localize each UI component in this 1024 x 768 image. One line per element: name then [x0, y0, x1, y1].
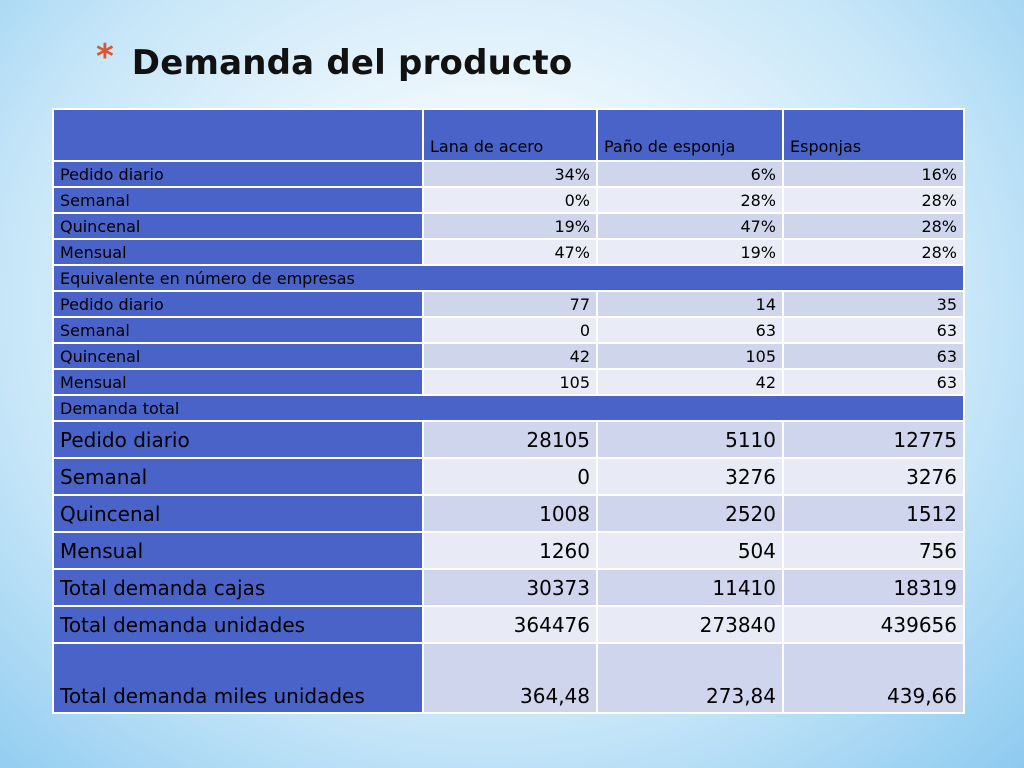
cell-value: 105 [596, 342, 784, 370]
asterisk-bullet-icon: * [96, 37, 114, 77]
cell-value: 63 [782, 316, 965, 344]
cell-value: 16% [782, 160, 965, 188]
row-label: Pedido diario [52, 160, 424, 188]
cell-value: 47% [596, 212, 784, 240]
row-label: Quincenal [52, 212, 424, 240]
cell-value: 273,84 [596, 642, 784, 714]
cell-value: 439656 [782, 605, 965, 644]
demand-table: Lana de acero Paño de esponja Esponjas P… [52, 108, 965, 714]
cell-value: 42 [596, 368, 784, 396]
cell-value: 1008 [422, 494, 598, 533]
cell-value: 3276 [782, 457, 965, 496]
cell-value: 11410 [596, 568, 784, 607]
table-row: Semanal 0 3276 3276 [52, 457, 965, 496]
cell-value: 19% [596, 238, 784, 266]
cell-value: 364,48 [422, 642, 598, 714]
row-label: Semanal [52, 457, 424, 496]
title-block: * Demanda del producto [96, 40, 572, 86]
table-row: Quincenal 42 105 63 [52, 342, 965, 370]
row-label: Mensual [52, 238, 424, 266]
cell-value: 1260 [422, 531, 598, 570]
cell-value: 28% [782, 186, 965, 214]
table-row: Mensual 47% 19% 28% [52, 238, 965, 266]
cell-value: 28105 [422, 420, 598, 459]
cell-value: 0 [422, 316, 598, 344]
cell-value: 0% [422, 186, 598, 214]
table-row: Mensual 105 42 63 [52, 368, 965, 396]
cell-value: 364476 [422, 605, 598, 644]
cell-value: 2520 [596, 494, 784, 533]
cell-value: 0 [422, 457, 598, 496]
cell-value: 77 [422, 290, 598, 318]
table-row: Semanal 0 63 63 [52, 316, 965, 344]
header-cell-esponjas: Esponjas [782, 108, 965, 162]
table-row: Pedido diario 34% 6% 16% [52, 160, 965, 188]
cell-value: 63 [782, 368, 965, 396]
table-row: Total demanda miles unidades 364,48 273,… [52, 642, 965, 714]
row-label: Pedido diario [52, 420, 424, 459]
cell-value: 47% [422, 238, 598, 266]
cell-value: 18319 [782, 568, 965, 607]
cell-value: 6% [596, 160, 784, 188]
row-label: Quincenal [52, 342, 424, 370]
section-label: Demanda total [52, 394, 965, 422]
row-label: Total demanda unidades [52, 605, 424, 644]
cell-value: 30373 [422, 568, 598, 607]
row-label: Quincenal [52, 494, 424, 533]
table-row: Mensual 1260 504 756 [52, 531, 965, 570]
cell-value: 273840 [596, 605, 784, 644]
table-row: Semanal 0% 28% 28% [52, 186, 965, 214]
cell-value: 28% [782, 238, 965, 266]
table-row: Quincenal 1008 2520 1512 [52, 494, 965, 533]
row-label: Mensual [52, 368, 424, 396]
row-label: Total demanda miles unidades [52, 642, 424, 714]
cell-value: 28% [782, 212, 965, 240]
cell-value: 756 [782, 531, 965, 570]
row-label: Semanal [52, 186, 424, 214]
cell-value: 42 [422, 342, 598, 370]
cell-value: 5110 [596, 420, 784, 459]
page-title: Demanda del producto [131, 43, 573, 83]
table-row: Total demanda cajas 30373 11410 18319 [52, 568, 965, 607]
section-row-demand: Demanda total [52, 394, 965, 422]
cell-value: 28% [596, 186, 784, 214]
section-row-companies: Equivalente en número de empresas [52, 264, 965, 292]
table-row: Quincenal 19% 47% 28% [52, 212, 965, 240]
cell-value: 504 [596, 531, 784, 570]
cell-value: 63 [782, 342, 965, 370]
cell-value: 63 [596, 316, 784, 344]
header-cell-pano-de-esponja: Paño de esponja [596, 108, 784, 162]
cell-value: 19% [422, 212, 598, 240]
row-label: Mensual [52, 531, 424, 570]
header-cell-empty [52, 108, 424, 162]
cell-value: 35 [782, 290, 965, 318]
cell-value: 3276 [596, 457, 784, 496]
cell-value: 34% [422, 160, 598, 188]
cell-value: 12775 [782, 420, 965, 459]
row-label: Pedido diario [52, 290, 424, 318]
cell-value: 1512 [782, 494, 965, 533]
table-row: Total demanda unidades 364476 273840 439… [52, 605, 965, 644]
section-label: Equivalente en número de empresas [52, 264, 965, 292]
header-cell-lana-de-acero: Lana de acero [422, 108, 598, 162]
table-row: Pedido diario 77 14 35 [52, 290, 965, 318]
cell-value: 105 [422, 368, 598, 396]
row-label: Semanal [52, 316, 424, 344]
table-header-row: Lana de acero Paño de esponja Esponjas [52, 108, 965, 162]
cell-value: 14 [596, 290, 784, 318]
row-label: Total demanda cajas [52, 568, 424, 607]
cell-value: 439,66 [782, 642, 965, 714]
table-row: Pedido diario 28105 5110 12775 [52, 420, 965, 459]
